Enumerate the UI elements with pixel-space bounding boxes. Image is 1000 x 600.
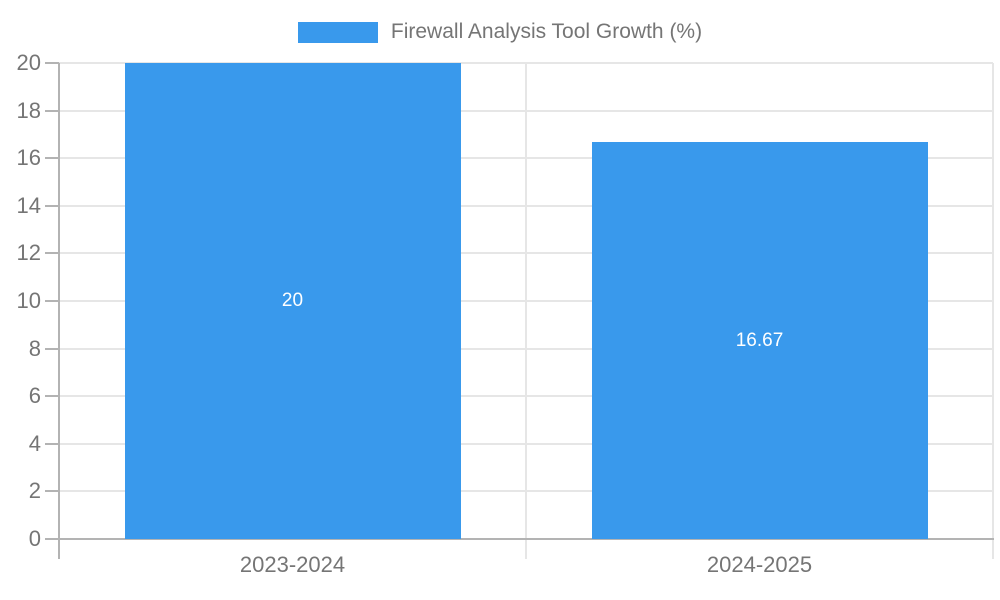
- y-tick: [45, 538, 59, 540]
- x-tick-label: 2024-2025: [706, 552, 813, 577]
- y-tick-label: 14: [16, 192, 41, 218]
- bar-value-label: 16.67: [735, 329, 784, 351]
- y-tick: [45, 204, 59, 207]
- y-tick: [45, 157, 59, 160]
- y-tick-label: 18: [16, 97, 41, 123]
- y-tick: [45, 395, 59, 398]
- legend-label: Firewall Analysis Tool Growth (%): [390, 20, 703, 43]
- x-tick-label: 2023-2024: [239, 552, 346, 577]
- y-tick: [45, 252, 59, 255]
- y-tick: [45, 109, 59, 112]
- y-tick-label: 4: [28, 430, 41, 456]
- y-tick-label: 12: [16, 240, 41, 266]
- bar: 20: [124, 63, 461, 539]
- y-tick-label: 8: [28, 335, 41, 361]
- y-tick-label: 10: [16, 288, 41, 313]
- legend-swatch: [297, 21, 378, 43]
- y-tick-label: 0: [28, 526, 41, 551]
- y-tick: [45, 442, 59, 445]
- y-tick-label: 6: [28, 383, 41, 409]
- gridline-v: [525, 63, 527, 559]
- x-axis-line: [58, 538, 994, 540]
- y-tick-label: 16: [16, 145, 41, 171]
- legend: Firewall Analysis Tool Growth (%): [0, 20, 1000, 44]
- y-axis-line: [58, 63, 60, 559]
- bar: 16.67: [591, 142, 928, 539]
- bar-value-label: 20: [281, 290, 304, 311]
- y-tick-label: 20: [16, 50, 41, 75]
- y-tick: [45, 62, 59, 64]
- y-tick: [45, 490, 59, 493]
- y-tick: [45, 300, 59, 302]
- y-tick: [45, 347, 59, 350]
- gridline-v: [992, 63, 994, 559]
- y-tick-label: 2: [28, 478, 41, 504]
